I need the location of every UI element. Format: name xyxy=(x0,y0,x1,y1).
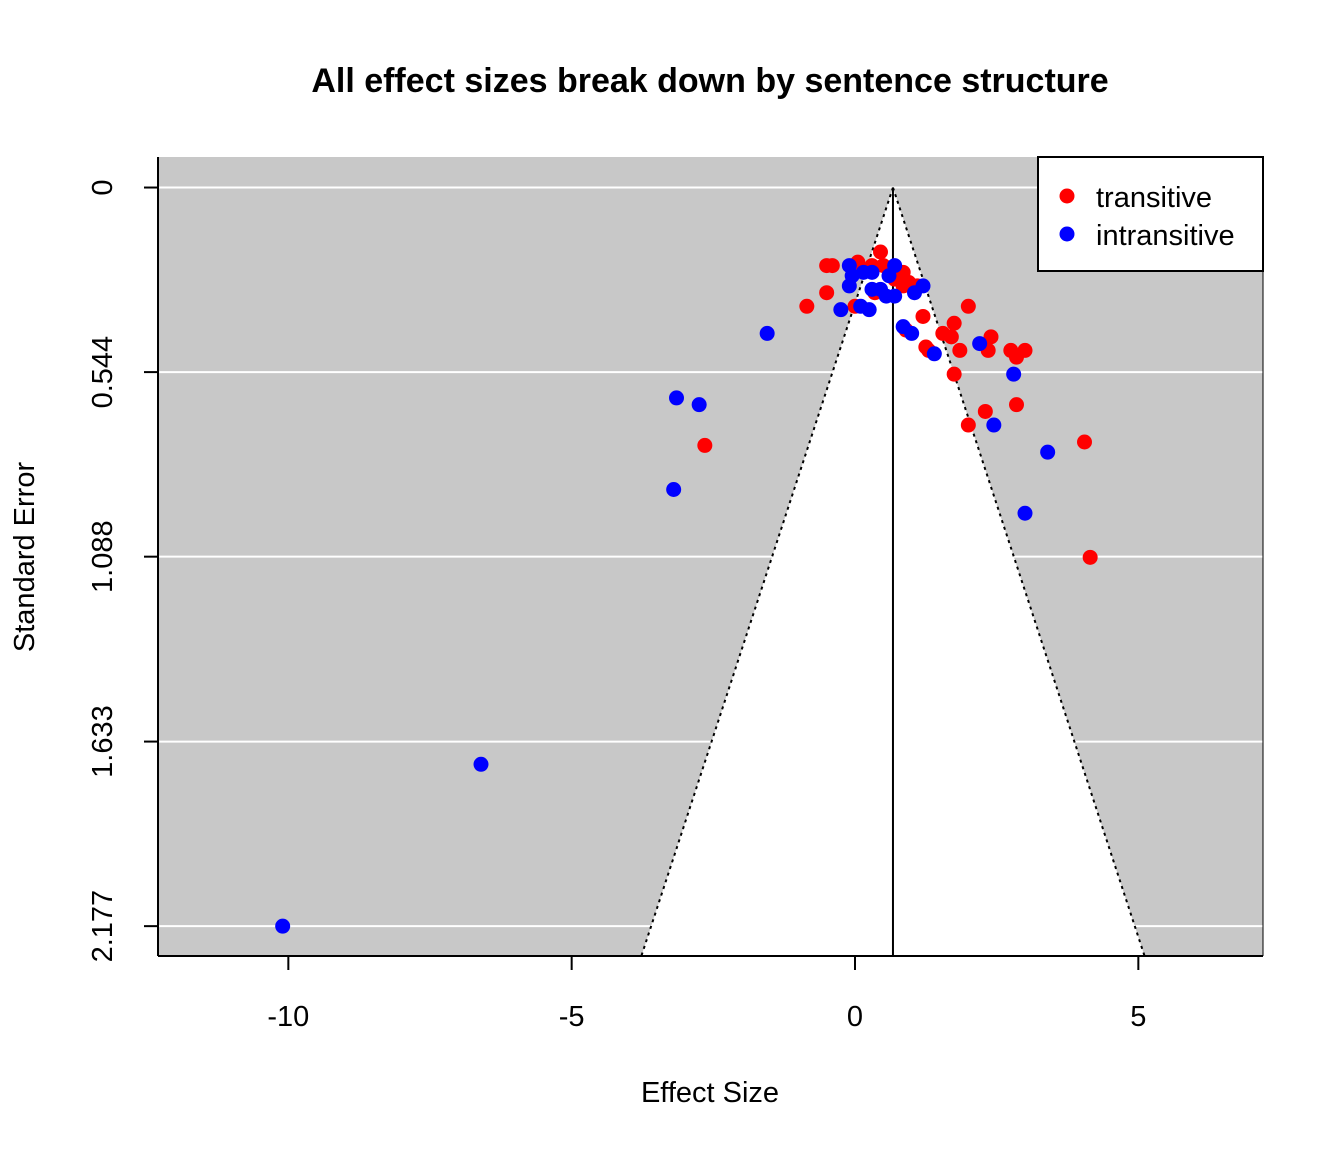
point-transitive-28 xyxy=(1009,349,1024,365)
point-intransitive-17 xyxy=(904,325,920,341)
y-tick-label-1: 0.544 xyxy=(87,336,119,409)
point-transitive-33 xyxy=(960,417,976,433)
y-tick-label-0: 0 xyxy=(87,179,119,195)
point-transitive-13 xyxy=(895,278,911,294)
legend-marker-transitive xyxy=(1059,188,1075,204)
point-transitive-30 xyxy=(946,366,962,382)
x-tick-label-0: -10 xyxy=(267,1001,309,1033)
legend: transitive intransitive xyxy=(1037,156,1264,272)
y-axis-ticks: 0 0.544 1.088 1.633 2.177 xyxy=(87,179,158,962)
point-intransitive-12 xyxy=(915,278,931,294)
point-intransitive-3 xyxy=(864,264,880,280)
point-intransitive-26 xyxy=(666,481,682,497)
point-transitive-32 xyxy=(977,403,993,419)
point-transitive-16 xyxy=(960,298,976,314)
x-tick-label-2: 0 xyxy=(847,1001,863,1033)
point-transitive-31 xyxy=(1009,397,1024,413)
point-transitive-36 xyxy=(1082,549,1098,565)
funnel-left-edge xyxy=(640,187,894,957)
point-intransitive-18 xyxy=(972,336,988,352)
point-transitive-17 xyxy=(915,308,931,324)
x-tick-label-1: -5 xyxy=(559,1001,585,1033)
legend-marker-intransitive xyxy=(1059,226,1075,242)
point-intransitive-15 xyxy=(861,302,877,318)
point-intransitive-21 xyxy=(759,325,775,341)
point-intransitive-25 xyxy=(1040,444,1056,460)
funnel-right-edge xyxy=(892,187,1146,957)
point-intransitive-22 xyxy=(669,390,684,406)
point-intransitive-28 xyxy=(473,756,489,772)
point-transitive-14 xyxy=(799,298,815,314)
point-intransitive-24 xyxy=(986,417,1002,433)
x-axis-label: Effect Size xyxy=(641,1077,779,1109)
point-intransitive-19 xyxy=(926,346,942,362)
legend-label-transitive: transitive xyxy=(1096,182,1212,214)
legend-label-intransitive: intransitive xyxy=(1096,220,1235,252)
legend-box xyxy=(1037,156,1264,272)
point-transitive-21 xyxy=(943,329,959,345)
point-transitive-3 xyxy=(819,258,835,274)
point-intransitive-11 xyxy=(887,288,903,304)
y-tick-label-3: 1.633 xyxy=(87,705,119,778)
point-transitive-34 xyxy=(697,437,713,453)
y-axis-label: Standard Error xyxy=(9,462,41,653)
point-transitive-11 xyxy=(819,285,835,301)
x-axis-ticks: -10 -5 0 5 xyxy=(267,956,1146,1033)
x-tick-label-3: 5 xyxy=(1130,1001,1146,1033)
point-transitive-18 xyxy=(946,315,962,331)
y-tick-label-2: 1.088 xyxy=(87,520,119,593)
point-intransitive-13 xyxy=(833,302,849,318)
point-transitive-0 xyxy=(873,244,888,260)
point-transitive-22 xyxy=(983,329,999,345)
point-intransitive-5 xyxy=(881,268,897,284)
point-intransitive-29 xyxy=(275,918,291,934)
y-tick-label-4: 2.177 xyxy=(87,890,119,963)
point-transitive-35 xyxy=(1077,434,1092,450)
chart-title: All effect sizes break down by sentence … xyxy=(311,62,1108,100)
point-intransitive-27 xyxy=(1017,505,1033,521)
point-intransitive-20 xyxy=(1006,366,1022,382)
point-transitive-24 xyxy=(952,342,968,358)
point-intransitive-6 xyxy=(841,278,857,294)
point-intransitive-23 xyxy=(691,397,707,413)
data-points xyxy=(275,244,1098,934)
